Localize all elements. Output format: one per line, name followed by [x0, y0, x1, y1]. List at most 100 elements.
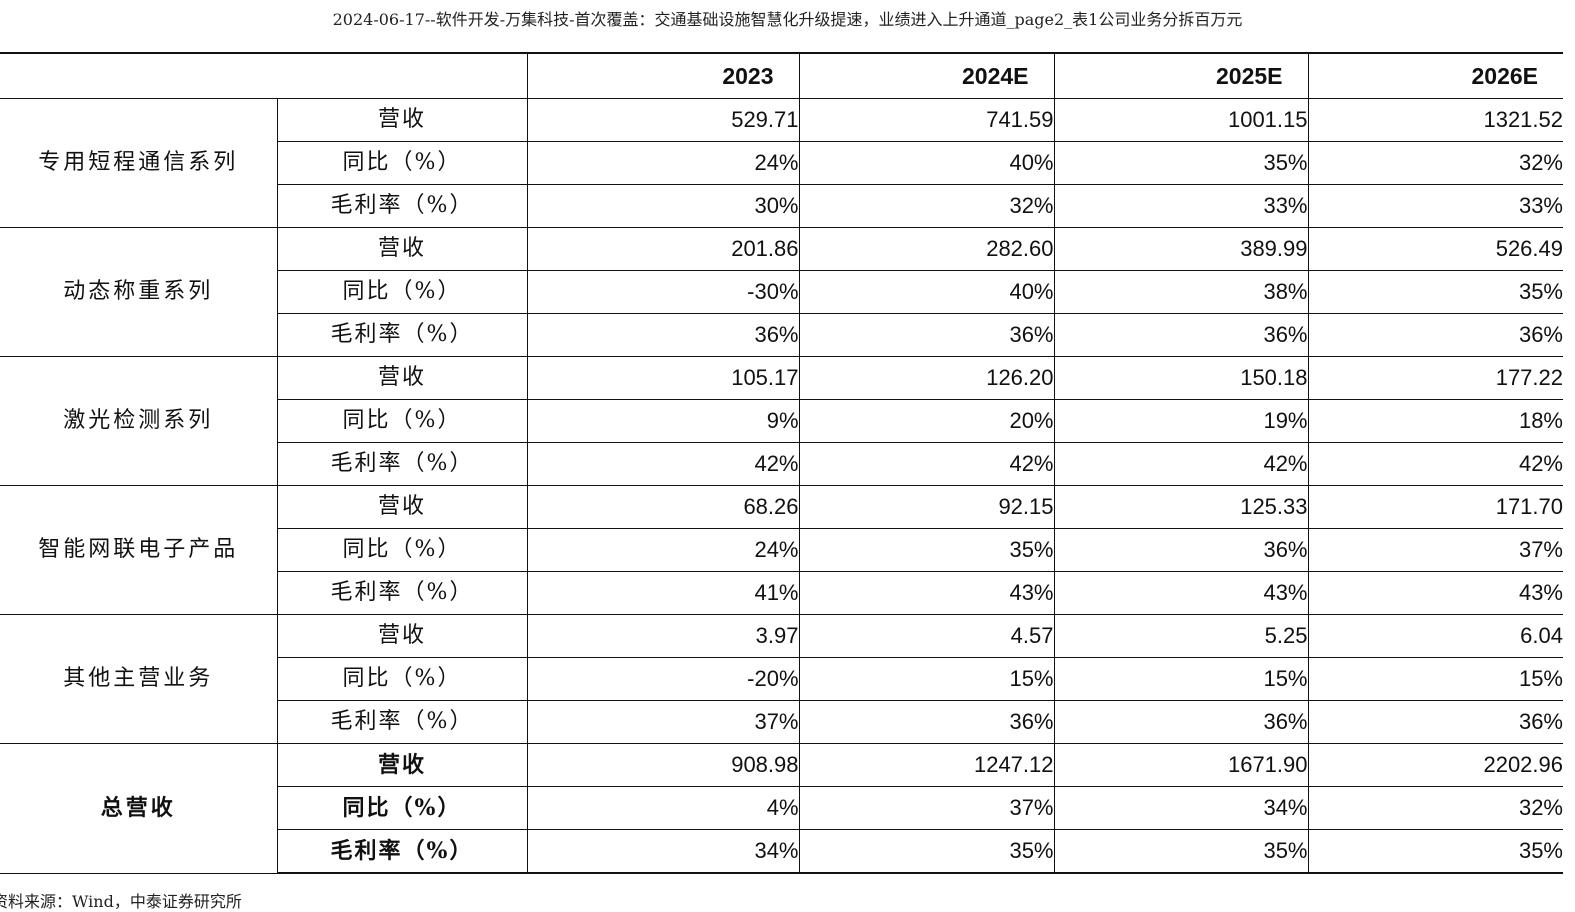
year-header: 2026E	[1307, 52, 1563, 99]
metric-label-cell: 毛利率（%）	[277, 313, 528, 357]
metric-label-cell: 同比（%）	[277, 141, 528, 185]
table-container: 2023 2024E 2025E 2026E 专用短程通信系列 营收 529.71 7…	[0, 52, 1563, 874]
metric-label-cell: 毛利率（%）	[277, 571, 528, 615]
value-cell: 43%	[798, 571, 1055, 615]
value-cell: 43%	[1053, 571, 1309, 615]
value-cell: 908.98	[526, 743, 800, 787]
value-cell: 37%	[1307, 528, 1563, 572]
value-cell: 36%	[1053, 700, 1309, 744]
table-row: 动态称重系列 营收 201.86 282.60 389.99 526.49	[0, 227, 1563, 357]
table-header-row: 2023 2024E 2025E 2026E	[0, 52, 1563, 99]
value-cell: 43%	[1307, 571, 1563, 615]
value-cell: 37%	[526, 700, 800, 744]
value-cell: 36%	[1053, 528, 1309, 572]
value-cell: 30%	[526, 184, 800, 228]
segment-name-cell: 智能网联电子产品	[0, 485, 278, 615]
value-cell: 92.15	[798, 485, 1055, 529]
table-row: 毛利率（%） 30% 32% 33% 33%	[0, 184, 1563, 228]
metric-label-cell: 同比（%）	[277, 528, 528, 572]
table-row: 其他主营业务 营收 3.97 4.57 5.25 6.04	[0, 614, 1563, 744]
value-cell: 35%	[798, 528, 1055, 572]
metric-label-cell: 毛利率（%）	[277, 184, 528, 228]
table-row: 毛利率（%） 37% 36% 36% 36%	[0, 700, 1563, 744]
value-cell: -30%	[526, 270, 800, 314]
metric-label-cell: 毛利率（%）	[277, 700, 528, 744]
value-cell: 34%	[1053, 786, 1309, 830]
metric-label-cell: 营收	[276, 98, 528, 142]
value-cell: 33%	[1307, 184, 1563, 228]
value-cell: 41%	[526, 571, 800, 615]
table-row: 同比（%） 24% 35% 36% 37%	[0, 528, 1563, 572]
value-cell: 741.59	[798, 98, 1055, 142]
value-cell: 529.71	[526, 98, 800, 142]
value-cell: 32%	[798, 184, 1055, 228]
page-title: 2024-06-17--软件开发-万集科技-首次覆盖：交通基础设施智慧化升级提速…	[332, 10, 1243, 29]
metric-label-cell: 营收	[276, 227, 528, 271]
value-cell: 15%	[798, 657, 1055, 701]
metric-label-cell: 营收	[276, 356, 528, 400]
value-cell: 3.97	[526, 614, 800, 658]
value-cell: 35%	[1053, 829, 1309, 874]
value-cell: 32%	[1307, 141, 1563, 185]
value-cell: 36%	[798, 700, 1055, 744]
value-cell: 24%	[526, 528, 800, 572]
value-cell: 42%	[798, 442, 1055, 486]
value-cell: 171.70	[1307, 485, 1563, 529]
table-row: 激光检测系列 营收 105.17 126.20 150.18 177.22	[0, 356, 1563, 486]
source-note: 资料来源：Wind，中泰证券研究所	[0, 892, 242, 911]
value-cell: 42%	[526, 442, 800, 486]
value-cell: 4.57	[798, 614, 1055, 658]
value-cell: 36%	[798, 313, 1055, 357]
value-cell: 389.99	[1053, 227, 1309, 271]
value-cell: 35%	[1053, 141, 1309, 185]
value-cell: 68.26	[526, 485, 800, 529]
table-row: 总营收 营收 908.98 1247.12 1671.90 2202.96	[0, 743, 1563, 874]
value-cell: 36%	[1307, 700, 1563, 744]
value-cell: 15%	[1053, 657, 1309, 701]
value-cell: 35%	[798, 829, 1055, 874]
segment-name-cell: 专用短程通信系列	[0, 98, 278, 228]
value-cell: 37%	[798, 786, 1055, 830]
segment-name-cell: 激光检测系列	[0, 356, 278, 486]
value-cell: 32%	[1307, 786, 1563, 830]
value-cell: 35%	[1307, 270, 1563, 314]
value-cell: 177.22	[1307, 356, 1563, 400]
table-row: 同比（%） 9% 20% 19% 18%	[0, 399, 1563, 443]
table-row: 毛利率（%） 42% 42% 42% 42%	[0, 442, 1563, 486]
value-cell: 33%	[1053, 184, 1309, 228]
metric-label-cell: 同比（%）	[277, 270, 528, 314]
table-row: 智能网联电子产品 营收 68.26 92.15 125.33 171.70	[0, 485, 1563, 615]
table-row: 同比（%） 4% 37% 34% 32%	[0, 786, 1563, 830]
table-row: 毛利率（%） 41% 43% 43% 43%	[0, 571, 1563, 615]
value-cell: 1001.15	[1053, 98, 1309, 142]
value-cell: 42%	[1053, 442, 1309, 486]
value-cell: 24%	[526, 141, 800, 185]
value-cell: 526.49	[1307, 227, 1563, 271]
value-cell: -20%	[526, 657, 800, 701]
metric-label-cell: 同比（%）	[277, 399, 528, 443]
value-cell: 36%	[526, 313, 800, 357]
value-cell: 40%	[798, 141, 1055, 185]
value-cell: 282.60	[798, 227, 1055, 271]
value-cell: 36%	[1307, 313, 1563, 357]
table-row: 专用短程通信系列 营收 529.71 741.59 1001.15 1321.52	[0, 98, 1563, 228]
value-cell: 36%	[1053, 313, 1309, 357]
header-corner-cell	[0, 52, 528, 99]
value-cell: 20%	[798, 399, 1055, 443]
value-cell: 18%	[1307, 399, 1563, 443]
value-cell: 6.04	[1307, 614, 1563, 658]
value-cell: 19%	[1053, 399, 1309, 443]
value-cell: 38%	[1053, 270, 1309, 314]
value-cell: 9%	[526, 399, 800, 443]
table-row: 同比（%） -30% 40% 38% 35%	[0, 270, 1563, 314]
value-cell: 1671.90	[1053, 743, 1309, 787]
value-cell: 40%	[798, 270, 1055, 314]
value-cell: 2202.96	[1307, 743, 1563, 787]
metric-label-cell: 同比（%）	[277, 657, 528, 701]
table-row: 同比（%） 24% 40% 35% 32%	[0, 141, 1563, 185]
metric-label-cell: 营收	[276, 614, 528, 658]
value-cell: 34%	[526, 829, 800, 874]
metric-label-cell: 毛利率（%）	[277, 829, 528, 874]
value-cell: 1247.12	[798, 743, 1055, 787]
table-row: 毛利率（%） 34% 35% 35% 35%	[0, 829, 1563, 874]
